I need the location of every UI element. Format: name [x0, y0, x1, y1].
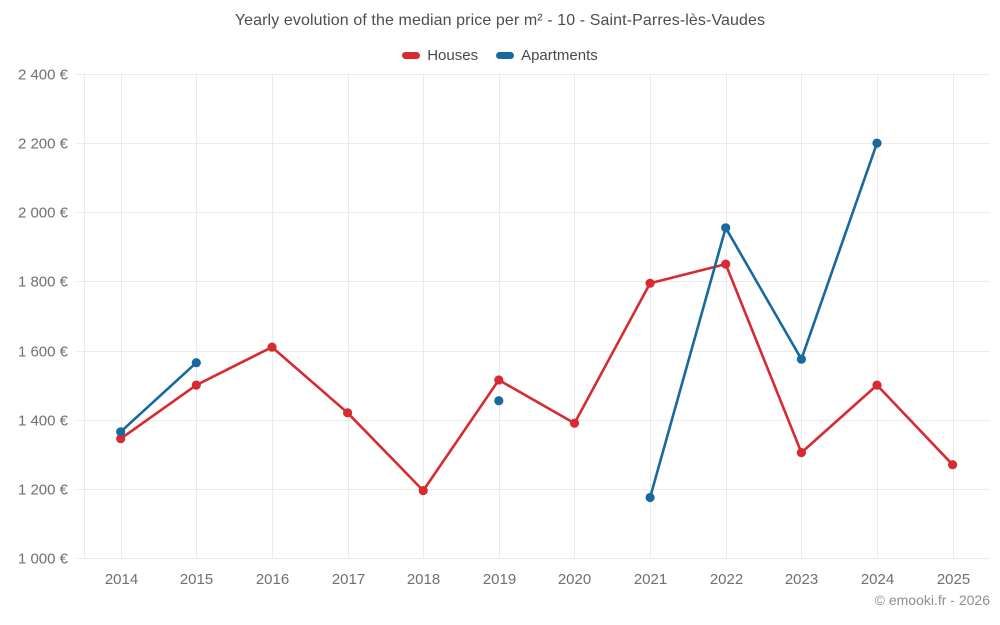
- y-axis-tick-label: 1 800 €: [18, 274, 69, 291]
- x-axis-tick-label: 2024: [861, 571, 894, 588]
- x-axis-tick-label: 2015: [180, 571, 213, 588]
- legend-label-houses: Houses: [427, 47, 479, 64]
- data-point-houses-2025[interactable]: [948, 460, 958, 470]
- y-axis-tick-label: 2 200 €: [18, 136, 69, 153]
- data-point-houses-2023[interactable]: [796, 448, 807, 458]
- data-point-apartments-2024[interactable]: [872, 138, 882, 148]
- series-line-houses: [119, 262, 954, 492]
- y-axis-tick-label: 2 000 €: [18, 205, 69, 222]
- apartments-swatch-icon: [496, 52, 515, 59]
- data-point-houses-2015[interactable]: [191, 380, 201, 390]
- data-point-apartments-2015[interactable]: [191, 358, 201, 368]
- data-point-apartments-2023[interactable]: [796, 354, 807, 364]
- x-axis-tick-label: 2019: [483, 571, 516, 588]
- legend-item-apartments[interactable]: Apartments: [496, 47, 598, 64]
- x-axis-tick-label: 2017: [332, 571, 365, 588]
- data-point-houses-2022[interactable]: [721, 259, 731, 269]
- x-axis-tick-label: 2021: [634, 571, 667, 588]
- data-point-houses-2017[interactable]: [343, 408, 353, 418]
- data-point-houses-2019[interactable]: [494, 375, 504, 385]
- x-axis-tick-label: 2014: [105, 571, 138, 588]
- data-point-houses-2018[interactable]: [418, 486, 428, 496]
- data-point-houses-2016[interactable]: [267, 342, 277, 352]
- series-line-apartments: [119, 361, 198, 434]
- data-point-houses-2014[interactable]: [116, 434, 126, 444]
- y-axis-tick-label: 1 400 €: [18, 413, 69, 430]
- y-axis-tick-label: 1 000 €: [18, 551, 69, 568]
- x-axis-tick-label: 2016: [256, 571, 289, 588]
- legend-label-apartments: Apartments: [521, 47, 598, 64]
- watermark: © emooki.fr - 2026: [874, 592, 990, 608]
- y-axis-tick-label: 1 200 €: [18, 482, 69, 499]
- legend-item-houses[interactable]: Houses: [402, 47, 478, 64]
- y-axis-tick-label: 1 600 €: [18, 344, 69, 361]
- data-point-houses-2020[interactable]: [569, 418, 580, 428]
- y-axis-tick-label: 2 400 €: [18, 67, 69, 84]
- x-axis-tick-label: 2020: [558, 571, 591, 588]
- data-point-houses-2024[interactable]: [872, 380, 882, 390]
- data-point-apartments-2014[interactable]: [116, 427, 126, 437]
- series-line-apartments: [648, 141, 879, 499]
- data-point-apartments-2019[interactable]: [494, 396, 504, 406]
- x-axis-tick-label: 2023: [785, 571, 818, 588]
- houses-swatch-icon: [402, 52, 421, 59]
- data-point-apartments-2022[interactable]: [721, 223, 731, 233]
- data-point-apartments-2021[interactable]: [645, 492, 655, 503]
- data-point-houses-2021[interactable]: [645, 278, 655, 288]
- chart-title: Yearly evolution of the median price per…: [234, 12, 766, 29]
- legend: Houses Apartments: [0, 47, 1000, 64]
- x-axis-tick-label: 2018: [407, 571, 440, 588]
- x-axis-tick-label: 2022: [710, 571, 743, 588]
- x-axis-tick-label: 2025: [937, 571, 970, 588]
